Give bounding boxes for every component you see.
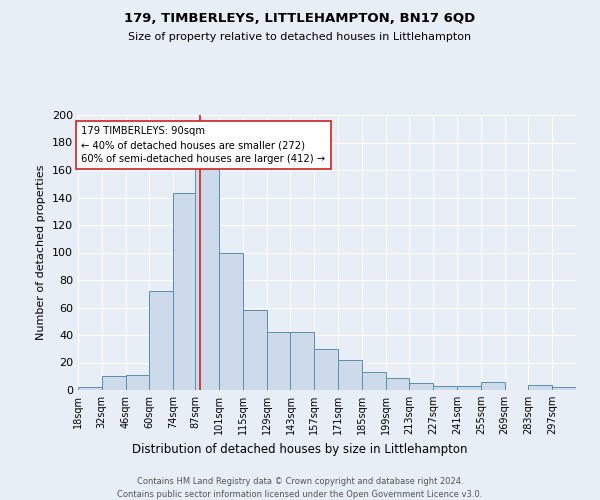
Bar bbox=[219, 252, 243, 390]
Bar bbox=[529, 384, 552, 390]
Bar bbox=[362, 372, 386, 390]
Bar bbox=[243, 310, 266, 390]
Text: Size of property relative to detached houses in Littlehampton: Size of property relative to detached ho… bbox=[128, 32, 472, 42]
Bar bbox=[266, 332, 290, 390]
Bar bbox=[481, 382, 505, 390]
Bar bbox=[409, 383, 433, 390]
Bar bbox=[102, 376, 125, 390]
Bar bbox=[433, 386, 457, 390]
Bar bbox=[195, 163, 219, 390]
Bar bbox=[290, 332, 314, 390]
Text: Distribution of detached houses by size in Littlehampton: Distribution of detached houses by size … bbox=[132, 442, 468, 456]
Bar bbox=[173, 194, 195, 390]
Text: Contains HM Land Registry data © Crown copyright and database right 2024.: Contains HM Land Registry data © Crown c… bbox=[137, 478, 463, 486]
Y-axis label: Number of detached properties: Number of detached properties bbox=[37, 165, 46, 340]
Bar bbox=[386, 378, 409, 390]
Bar bbox=[552, 387, 576, 390]
Text: 179 TIMBERLEYS: 90sqm
← 40% of detached houses are smaller (272)
60% of semi-det: 179 TIMBERLEYS: 90sqm ← 40% of detached … bbox=[82, 126, 326, 164]
Text: Contains public sector information licensed under the Open Government Licence v3: Contains public sector information licen… bbox=[118, 490, 482, 499]
Bar bbox=[125, 375, 149, 390]
Bar bbox=[314, 349, 338, 390]
Bar bbox=[78, 387, 102, 390]
Text: 179, TIMBERLEYS, LITTLEHAMPTON, BN17 6QD: 179, TIMBERLEYS, LITTLEHAMPTON, BN17 6QD bbox=[124, 12, 476, 26]
Bar bbox=[149, 291, 173, 390]
Bar bbox=[338, 360, 362, 390]
Bar bbox=[457, 386, 481, 390]
